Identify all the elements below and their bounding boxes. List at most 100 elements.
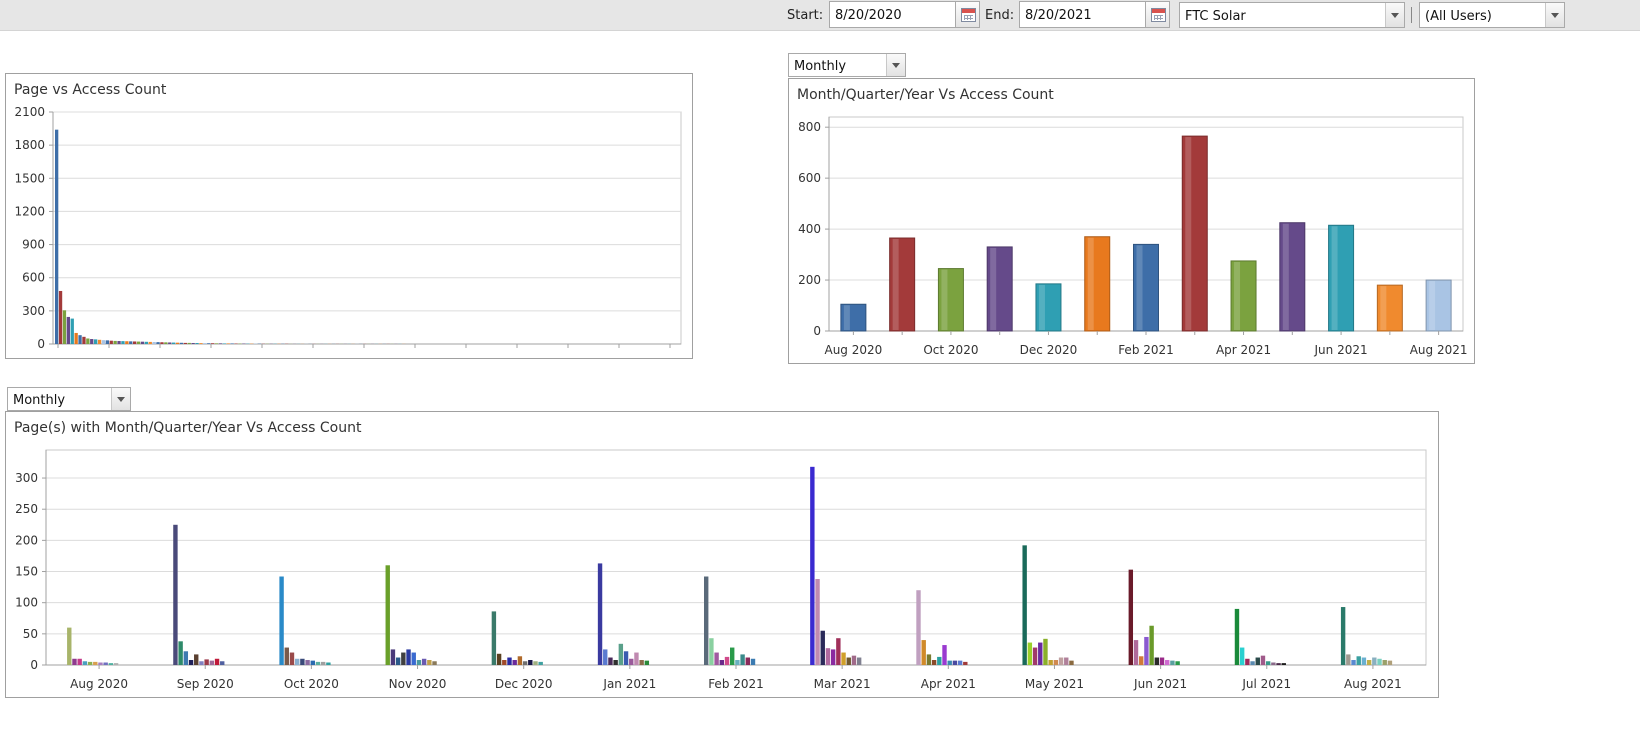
x-tick-label: Jul 2021 bbox=[1241, 677, 1291, 691]
bar bbox=[947, 660, 952, 665]
bar bbox=[830, 649, 836, 665]
chevron-down-icon[interactable] bbox=[111, 388, 130, 410]
y-tick-label: 900 bbox=[22, 238, 45, 252]
bar bbox=[597, 563, 603, 665]
user-select[interactable]: (All Users) bbox=[1419, 2, 1565, 28]
bar bbox=[1366, 660, 1372, 665]
y-tick-label: 300 bbox=[22, 304, 45, 318]
bar bbox=[401, 652, 406, 665]
bar bbox=[937, 268, 964, 332]
x-tick-label: Dec 2020 bbox=[495, 677, 553, 691]
bar bbox=[195, 343, 199, 344]
bar bbox=[740, 654, 745, 665]
bar bbox=[385, 565, 390, 665]
y-tick-label: 2100 bbox=[14, 105, 45, 119]
bar bbox=[72, 658, 77, 665]
bar bbox=[1382, 660, 1387, 665]
bar bbox=[113, 663, 119, 665]
bar bbox=[117, 341, 121, 344]
y-tick-label: 800 bbox=[798, 120, 821, 134]
bar bbox=[963, 661, 968, 665]
chart-title: Page vs Access Count bbox=[14, 82, 167, 98]
bar bbox=[178, 641, 183, 665]
bar bbox=[1351, 660, 1356, 665]
bar-highlight bbox=[1087, 237, 1094, 330]
bar bbox=[1175, 661, 1180, 665]
bar bbox=[406, 649, 411, 665]
bar bbox=[1425, 279, 1452, 332]
y-tick-label: 400 bbox=[798, 222, 821, 236]
bar-highlight bbox=[1429, 281, 1436, 330]
bar bbox=[55, 129, 59, 344]
bar bbox=[82, 336, 86, 344]
bar bbox=[152, 342, 156, 344]
bar bbox=[629, 658, 634, 665]
start-date-input[interactable]: 8/20/2020 bbox=[829, 1, 956, 28]
x-tick-label: Jun 2021 bbox=[1133, 677, 1187, 691]
bar bbox=[207, 343, 211, 344]
company-select[interactable]: FTC Solar bbox=[1179, 2, 1405, 28]
calendar-icon bbox=[1151, 8, 1166, 22]
bar bbox=[203, 343, 207, 344]
bar bbox=[1265, 661, 1271, 665]
bar bbox=[507, 657, 512, 665]
pages-month-access-chart: 0 50 100 150 200 250 300 Aug 2020 Sep 2020 Oct 20… bbox=[15, 449, 1427, 691]
bar-body bbox=[986, 246, 1013, 332]
x-tick-label: Apr 2021 bbox=[1216, 343, 1271, 357]
x-tick-label: Aug 2021 bbox=[1344, 677, 1402, 691]
bar bbox=[644, 660, 650, 665]
chevron-down-icon[interactable] bbox=[1545, 3, 1564, 27]
bar bbox=[889, 237, 916, 332]
end-date-input[interactable]: 8/20/2021 bbox=[1019, 1, 1146, 28]
bar bbox=[810, 466, 815, 665]
bottom-period-select[interactable]: Monthly bbox=[7, 387, 131, 411]
bar-body bbox=[1181, 135, 1208, 332]
bar bbox=[87, 661, 93, 665]
bar bbox=[846, 657, 851, 665]
bar bbox=[957, 660, 963, 665]
chart-title: Page(s) with Month/Quarter/Year Vs Acces… bbox=[14, 420, 362, 436]
x-tick-label: Aug 2020 bbox=[70, 677, 128, 691]
chevron-down-icon[interactable] bbox=[1385, 3, 1404, 27]
x-tick-label: Mar 2021 bbox=[814, 677, 871, 691]
bar bbox=[1376, 284, 1403, 332]
top-period-select[interactable]: Monthly bbox=[788, 53, 906, 77]
bar bbox=[921, 640, 926, 665]
bar bbox=[533, 661, 538, 665]
bar bbox=[101, 340, 106, 344]
bar bbox=[986, 246, 1013, 332]
bar bbox=[491, 611, 497, 665]
bar bbox=[639, 660, 644, 665]
bar bbox=[279, 576, 284, 665]
bar bbox=[175, 342, 180, 344]
bar bbox=[220, 661, 225, 665]
bar bbox=[187, 342, 191, 344]
start-date-calendar-button[interactable] bbox=[955, 1, 980, 28]
x-tick-label: Oct 2020 bbox=[923, 343, 978, 357]
bar bbox=[125, 341, 129, 344]
bar bbox=[179, 342, 184, 344]
bar bbox=[502, 660, 507, 665]
bar bbox=[1181, 135, 1208, 332]
x-tick-label: Sep 2020 bbox=[177, 677, 234, 691]
bar bbox=[194, 654, 199, 665]
bar bbox=[326, 662, 331, 665]
bar bbox=[173, 524, 178, 665]
bar bbox=[1281, 663, 1286, 665]
bar bbox=[1234, 608, 1240, 665]
end-date-calendar-button[interactable] bbox=[1145, 1, 1170, 28]
y-tick-label: 600 bbox=[22, 271, 45, 285]
bar bbox=[719, 660, 724, 665]
bar bbox=[94, 339, 98, 344]
calendar-icon bbox=[961, 8, 976, 22]
bar bbox=[1255, 657, 1260, 665]
y-tick-label: 1800 bbox=[14, 138, 45, 152]
bar bbox=[1038, 642, 1043, 665]
bar-body bbox=[1133, 243, 1159, 332]
bar bbox=[172, 342, 176, 344]
chevron-down-icon[interactable] bbox=[886, 54, 905, 76]
bar bbox=[211, 343, 215, 344]
bar bbox=[103, 662, 108, 665]
bar-highlight bbox=[1038, 284, 1045, 330]
bar bbox=[825, 648, 831, 665]
